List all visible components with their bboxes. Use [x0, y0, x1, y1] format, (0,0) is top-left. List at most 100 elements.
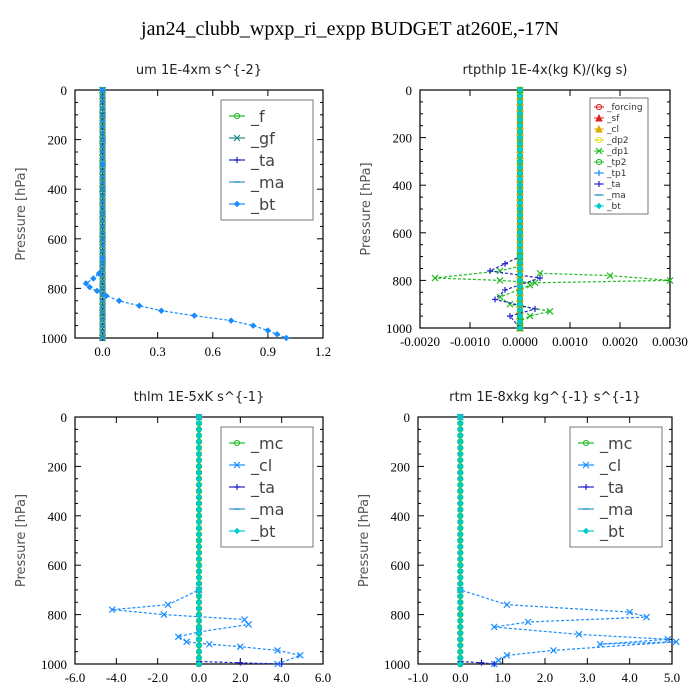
legend-marker	[582, 461, 590, 469]
legend-label: _f	[250, 107, 265, 127]
x-tick-label: 0.0000	[502, 334, 538, 349]
data-point	[102, 292, 110, 300]
data-point	[86, 283, 94, 291]
legend-marker	[233, 439, 241, 447]
y-tick-label: 0	[406, 83, 413, 98]
y-tick-label: 400	[48, 509, 68, 524]
legend-marker	[583, 484, 589, 490]
data-point	[456, 660, 464, 668]
legend-label: _mc	[599, 434, 632, 454]
series-bt	[456, 413, 464, 668]
legend-label: _ta	[606, 180, 621, 190]
x-tick-label: -2.0	[147, 670, 168, 685]
y-tick-label: 800	[391, 608, 411, 623]
data-point	[93, 287, 101, 295]
panel-title: thlm 1E-5xK s^{-1}	[134, 390, 265, 405]
x-tick-label: -6.0	[65, 670, 86, 685]
data-point	[431, 274, 439, 282]
legend-label: _tp2	[606, 158, 626, 168]
legend-label: _gf	[250, 129, 275, 149]
legend-marker	[595, 147, 603, 155]
legend-marker	[582, 439, 590, 447]
legend-label: _cl	[599, 456, 621, 476]
x-tick-label: 0.0010	[552, 334, 588, 349]
x-tick-label: 1.0	[495, 670, 511, 685]
data-point	[160, 611, 168, 619]
y-tick-label: 1000	[41, 657, 67, 672]
data-point	[502, 286, 508, 293]
legend-label: _ta	[250, 478, 275, 498]
x-tick-label: 0.6	[205, 344, 222, 359]
series-bt	[195, 413, 203, 668]
data-point	[643, 613, 651, 621]
x-tick-label: 0.3	[150, 344, 166, 359]
figure-title: jan24_clubb_wpxp_ri_expp BUDGET at260E,-…	[141, 18, 559, 40]
data-point	[195, 660, 203, 668]
y-tick-label: 0	[61, 410, 68, 425]
x-tick-label: 0.0	[452, 670, 468, 685]
data-point	[516, 324, 524, 332]
legend-marker	[596, 181, 602, 187]
legend-label: _sf	[606, 114, 620, 124]
legend-label: _bt	[599, 522, 624, 542]
legend-label: _dp2	[606, 136, 629, 146]
x-tick-label: -0.0010	[450, 334, 490, 349]
data-point	[274, 646, 281, 654]
y-tick-label: 600	[393, 226, 413, 241]
series-line	[459, 417, 495, 665]
data-point	[227, 317, 235, 324]
data-point	[249, 322, 257, 329]
data-point	[183, 638, 191, 646]
legend-label: _cl	[606, 125, 619, 135]
data-point	[626, 608, 634, 616]
y-tick-label: 1000	[386, 321, 412, 336]
y-tick-label: 200	[48, 133, 68, 148]
legend-label: _forcing	[606, 103, 643, 113]
legend-marker	[595, 202, 603, 210]
y-tick-label: 600	[48, 232, 68, 247]
data-point	[273, 330, 281, 338]
legend-marker	[595, 124, 603, 133]
legend-marker	[595, 103, 603, 111]
data-point	[135, 302, 143, 310]
data-point	[164, 601, 172, 609]
y-tick-label: 1000	[384, 657, 410, 672]
legend-marker	[234, 484, 240, 490]
y-tick-label: 600	[48, 558, 68, 573]
data-point	[82, 280, 90, 287]
data-point	[108, 606, 116, 614]
legend-marker	[234, 157, 240, 163]
y-tick-label: 200	[48, 459, 68, 474]
legend-marker	[595, 113, 603, 122]
legend-marker	[233, 134, 241, 142]
data-point	[274, 660, 281, 668]
y-tick-label: 200	[393, 131, 413, 146]
data-point	[115, 297, 123, 305]
data-point	[524, 618, 532, 626]
legend-marker	[582, 527, 590, 535]
y-tick-label: 600	[391, 558, 411, 573]
legend-marker	[233, 200, 241, 208]
data-point	[672, 638, 680, 646]
y-tick-label: 400	[48, 182, 68, 197]
legend-label: _tp1	[606, 169, 626, 179]
x-tick-label: 5.0	[664, 670, 680, 685]
data-point	[503, 601, 511, 609]
panel-4: rtm 1E-8xkg kg^{-1} s^{-1} Pressure [hPa]…	[357, 390, 680, 685]
y-tick-label: 1000	[41, 331, 67, 346]
legend-marker	[233, 527, 241, 535]
data-point	[237, 659, 244, 666]
legend-label: _bt	[606, 202, 621, 212]
series-line	[487, 90, 541, 329]
panel-2: rtpthlp 1E-4x(kg K)/(kg s) Pressure [hPa]…	[359, 63, 688, 349]
data-point	[536, 269, 544, 277]
data-point	[526, 312, 534, 320]
y-axis-label: Pressure [hPa]	[357, 494, 372, 587]
legend-label: _dp1	[606, 147, 629, 157]
legend-label: _ma	[250, 173, 284, 193]
x-tick-label: 2.0	[232, 670, 248, 685]
data-point	[506, 300, 514, 308]
x-tick-label: 0.0	[191, 670, 207, 685]
data-point	[550, 646, 557, 654]
